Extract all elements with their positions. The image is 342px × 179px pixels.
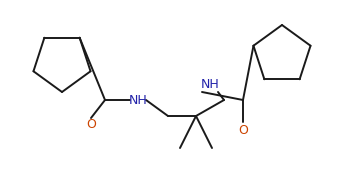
Text: O: O — [86, 118, 96, 132]
Text: NH: NH — [129, 93, 147, 107]
Text: O: O — [238, 124, 248, 137]
Text: NH: NH — [201, 78, 219, 91]
